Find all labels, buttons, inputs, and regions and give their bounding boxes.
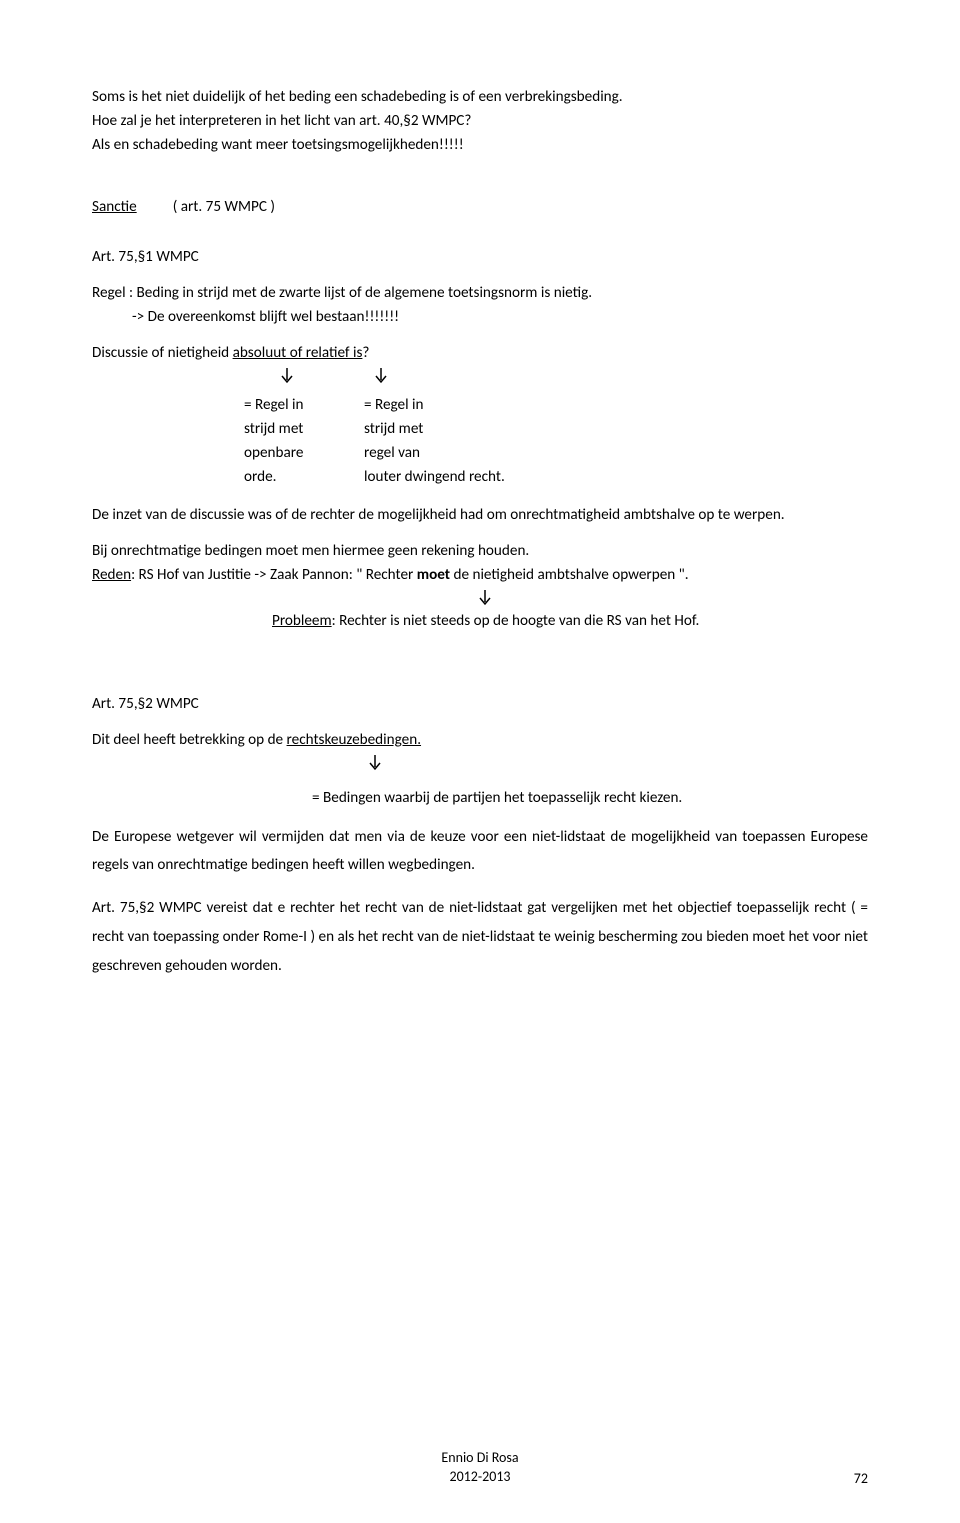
arrow-down-icon <box>478 588 492 608</box>
page-footer: Ennio Di Rosa 2012-2013 <box>0 1449 960 1487</box>
reden-post: de nietigheid ambtshalve opwerpen ". <box>450 566 689 584</box>
discussie-line: Discussie of nietigheid absoluut of rela… <box>92 342 868 364</box>
arrow-down-icon <box>374 366 388 386</box>
inzet-paragraph: De inzet van de discussie was of de rech… <box>92 504 868 526</box>
rechtskeuze-underline: rechtskeuzebedingen. <box>287 731 421 749</box>
reden-label: Reden <box>92 566 131 584</box>
onrechtmatig-paragraph: Bij onrechtmatige bedingen moet men hier… <box>92 540 868 562</box>
footer-author: Ennio Di Rosa <box>0 1449 960 1468</box>
discussie-options-table: = Regel in= Regel in strijd met strijd m… <box>242 392 517 490</box>
probleem-post: : Rechter is niet steeds op de hoogte va… <box>332 612 700 630</box>
option-b-l1: = Regel in <box>364 394 515 416</box>
page-number: 72 <box>854 1470 868 1487</box>
rechtskeuze-definition: = Bedingen waarbij de partijen het toepa… <box>312 787 868 809</box>
probleem-paragraph: Probleem: Rechter is niet steeds op de h… <box>272 610 868 632</box>
option-a-l4: orde. <box>244 466 362 488</box>
discussie-post: ? <box>362 344 369 362</box>
option-b-l4: louter dwingend recht. <box>364 466 515 488</box>
intro-line-3: Als en schadebeding want meer toetsingsm… <box>92 134 868 156</box>
option-a-l3: openbare <box>244 442 362 464</box>
europese-wetgever-paragraph: De Europese wetgever wil vermijden dat m… <box>92 823 868 881</box>
probleem-label: Probleem <box>272 612 332 630</box>
discussie-pre: Discussie of nietigheid <box>92 344 233 362</box>
reden-paragraph: Reden: RS Hof van Justitie -> Zaak Panno… <box>92 564 868 586</box>
reden-arrow-row <box>92 588 868 610</box>
art-75-2-heading: Art. 75,§2 WMPC <box>92 693 868 715</box>
sanctie-heading: Sanctie ( art. 75 WMPC ) <box>92 196 868 218</box>
discussie-arrows-row <box>92 366 868 388</box>
intro-line-1: Soms is het niet duidelijk of het beding… <box>92 86 868 108</box>
option-b-l3: regel van <box>364 442 515 464</box>
reden-mid: : RS Hof van Justitie -> Zaak Pannon: " … <box>131 566 417 584</box>
reden-bold: moet <box>417 566 450 584</box>
regel-line-2: -> De overeenkomst blijft wel bestaan!!!… <box>92 306 868 328</box>
sanctie-label: Sanctie <box>92 196 137 218</box>
regel-line-1: Regel : Beding in strijd met de zwarte l… <box>92 282 868 304</box>
art-75-1-heading: Art. 75,§1 WMPC <box>92 246 868 268</box>
rechtskeuze-pre: Dit deel heeft betrekking op de <box>92 731 287 749</box>
discussie-underline: absoluut of relatief is <box>233 344 363 362</box>
art-75-2-vereist-paragraph: Art. 75,§2 WMPC vereist dat e rechter he… <box>92 894 868 981</box>
arrow-down-icon <box>368 753 382 773</box>
footer-year: 2012-2013 <box>0 1468 960 1487</box>
arrow-down-icon <box>280 366 294 386</box>
sanctie-ref: ( art. 75 WMPC ) <box>173 196 275 218</box>
option-a-l1: = Regel in <box>244 394 362 416</box>
intro-line-2: Hoe zal je het interpreteren in het lich… <box>92 110 868 132</box>
rechtskeuze-intro: Dit deel heeft betrekking op de rechtske… <box>92 729 868 751</box>
rechtskeuze-arrow-row <box>92 753 868 775</box>
option-b-l2: strijd met <box>364 418 515 440</box>
option-a-l2: strijd met <box>244 418 362 440</box>
